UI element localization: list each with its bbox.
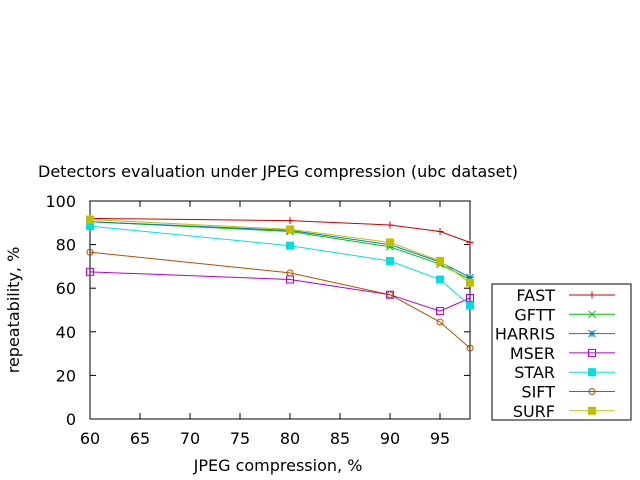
series-star-point (436, 275, 444, 284)
series-mser-point (466, 294, 474, 303)
legend-label-fast: FAST (516, 286, 555, 305)
series-mser-point (86, 267, 94, 276)
series-surf-line (89, 219, 471, 284)
series-layer (86, 214, 474, 352)
series-sift-point (286, 269, 294, 277)
series-surf-point (286, 225, 294, 234)
y-tick-label: 100 (45, 192, 76, 211)
axis-ticks: 60 65 70 75 80 85 90 95 0 20 40 60 80 100 (45, 192, 470, 448)
legend-marker-mser (588, 348, 596, 357)
series-surf-point (436, 256, 444, 265)
series-surf-point (466, 278, 474, 287)
x-axis-label: JPEG compression, % (193, 456, 363, 475)
series-sift-point (436, 318, 444, 326)
series-surf-point (86, 215, 94, 224)
y-tick-label: 80 (56, 236, 76, 255)
series-sift-point (386, 291, 394, 299)
series-fast-point (286, 217, 294, 225)
legend-item-fast: FAST (516, 286, 615, 305)
legend-label-surf: SURF (513, 402, 555, 421)
legend-marker-harris (588, 329, 596, 338)
x-tick-label: 90 (380, 429, 400, 448)
series-star-point (286, 241, 294, 250)
legend-label-mser: MSER (510, 344, 555, 363)
x-tick-label: 95 (430, 429, 450, 448)
series-harris-point (466, 273, 474, 282)
series-mser (86, 267, 474, 316)
chart-title: Detectors evaluation under JPEG compress… (38, 162, 518, 181)
legend-label-star: STAR (514, 363, 555, 382)
series-mser-point (436, 307, 444, 316)
series-star-point (386, 256, 394, 265)
legend-item-harris: HARRIS (495, 325, 615, 344)
series-surf (86, 215, 474, 287)
series-sift-point (86, 248, 94, 256)
series-star-point (466, 301, 474, 310)
legend-item-mser: MSER (510, 344, 615, 363)
legend-marker-fast (588, 291, 596, 299)
series-fast-point (466, 238, 474, 246)
series-mser-line (89, 271, 471, 312)
legend-label-harris: HARRIS (495, 325, 555, 344)
x-tick-label: 60 (80, 429, 100, 448)
legend-marker-sift (588, 388, 596, 395)
plot-frame (89, 200, 471, 420)
series-star-point (86, 222, 94, 231)
y-axis-label: repeatability, % (4, 247, 23, 374)
legend-item-star: STAR (514, 363, 615, 382)
legend-label-gftt: GFTT (514, 305, 555, 324)
series-sift-point (466, 344, 474, 352)
x-tick-label: 65 (130, 429, 150, 448)
series-surf-point (386, 238, 394, 247)
series-sift-line (89, 251, 471, 349)
series-sift (86, 248, 474, 352)
legend-box (491, 283, 632, 421)
series-star-line (89, 225, 471, 306)
y-tick-label: 60 (56, 279, 76, 298)
y-tick-label: 40 (56, 323, 76, 342)
legend-label-sift: SIFT (521, 383, 555, 402)
y-tick-label: 0 (66, 410, 76, 429)
legend-marker-gftt (588, 310, 596, 319)
x-tick-label: 70 (180, 429, 200, 448)
series-star (86, 222, 474, 310)
x-tick-label: 80 (280, 429, 300, 448)
x-tick-label: 75 (230, 429, 250, 448)
x-tick-label: 85 (330, 429, 350, 448)
series-fast-point (436, 228, 444, 236)
legend-marker-star (588, 368, 596, 377)
y-tick-label: 20 (56, 366, 76, 385)
legend-marker-surf (588, 406, 596, 415)
series-fast-point (386, 221, 394, 229)
legend-item-surf: SURF (513, 402, 615, 421)
legend-item-sift: SIFT (521, 383, 615, 402)
legend-item-gftt: GFTT (514, 305, 615, 324)
series-harris-line (89, 221, 471, 278)
